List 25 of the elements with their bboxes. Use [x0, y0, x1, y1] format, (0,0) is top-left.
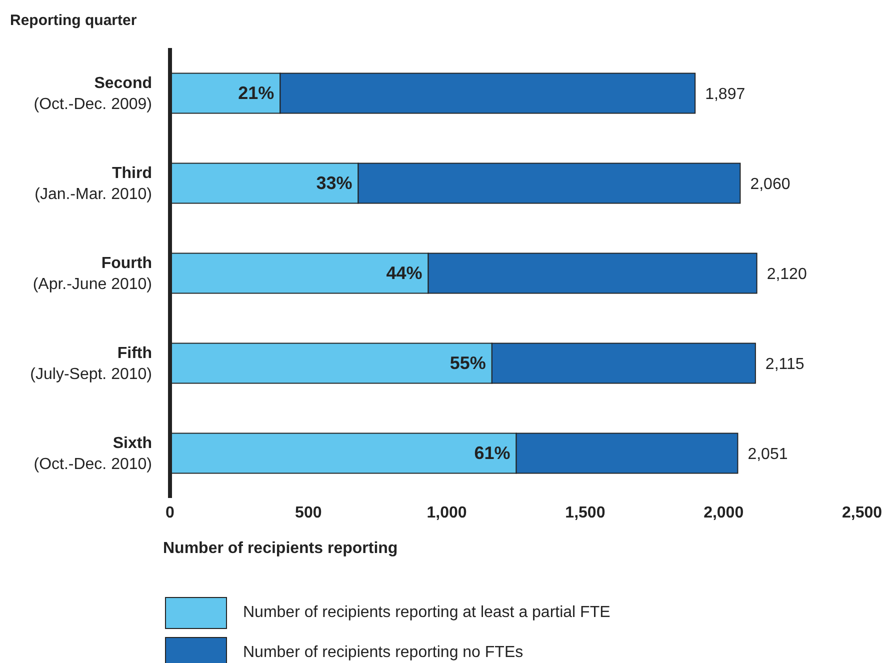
x-axis-title: Number of recipients reporting [163, 540, 398, 558]
total-label: 1,897 [705, 86, 746, 104]
y-tick-label: Fourth (Apr.-June 2010) [32, 255, 152, 293]
annotation: 33% [316, 173, 352, 194]
annotation: 61% [474, 443, 510, 464]
total-label: 2,051 [748, 446, 788, 464]
annotation: 44% [386, 263, 422, 284]
legend-label: Number of recipients reporting no FTEs [243, 644, 524, 662]
x-tick-label: 500 [295, 504, 322, 522]
y-tick-label: Fifth (July-Sept. 2010) [30, 345, 152, 383]
x-tick-label: 1,000 [426, 504, 467, 522]
y-tick-label: Second (Oct.-Dec. 2009) [34, 75, 152, 113]
total-label: 2,060 [750, 176, 790, 194]
x-tick-label: 2,000 [704, 504, 744, 522]
annotation: 55% [450, 353, 486, 374]
y-axis-title: Reporting quarter [10, 12, 137, 29]
total-label: 2,120 [766, 266, 807, 284]
x-tick-label: 2,500 [842, 504, 882, 522]
legend-label: Number of recipients reporting at least a partial FTE [243, 604, 610, 622]
total-label: 2,115 [765, 356, 804, 374]
x-tick-label: 1,500 [565, 504, 606, 522]
y-tick-label: Sixth (Oct.-Dec. 2010) [34, 435, 152, 473]
y-tick-label: Third (Jan.-Mar. 2010) [34, 165, 152, 203]
annotation: 21% [238, 83, 274, 104]
x-tick-label: 0 [166, 504, 175, 522]
